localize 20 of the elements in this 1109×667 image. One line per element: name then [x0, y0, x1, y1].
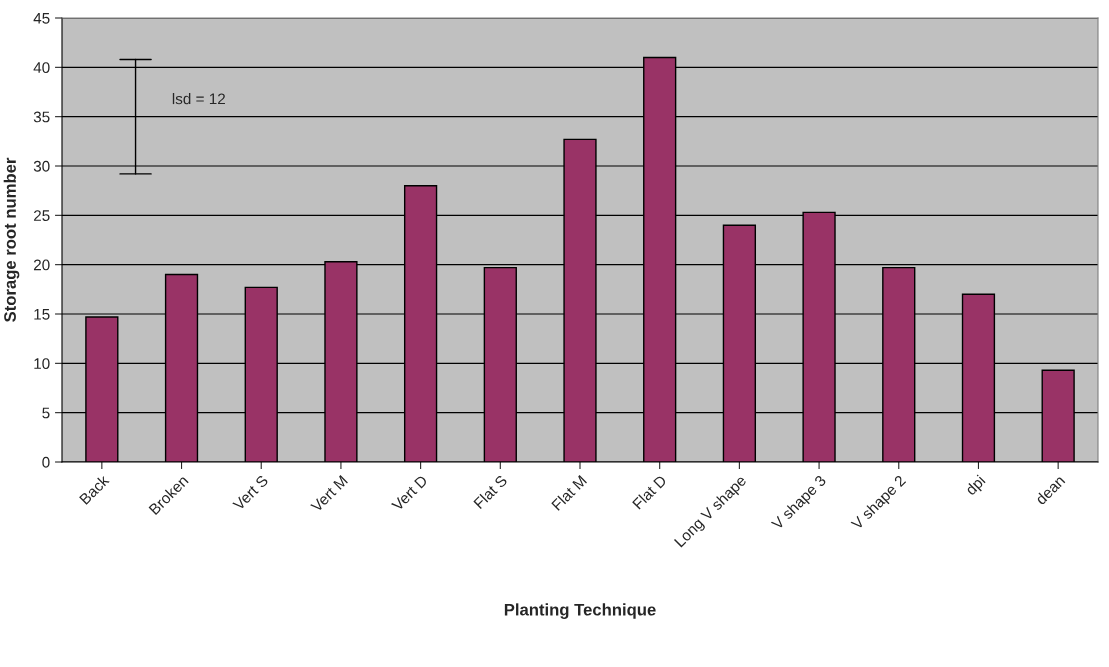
x-tick-label: Flat S	[472, 474, 508, 510]
x-tick-label: Flat D	[631, 474, 668, 510]
y-tick-label: 35	[33, 111, 50, 123]
y-tick-label: 30	[33, 160, 50, 172]
y-tick-label: 25	[33, 210, 50, 222]
y-tick-label: 15	[34, 309, 50, 320]
y-tick-label: 40	[33, 62, 50, 74]
annotation: lsd = 12	[172, 93, 225, 105]
y-tick-label: 10	[34, 358, 50, 370]
y-axis-title: Storage root number	[3, 157, 20, 322]
x-tick-label: Vert M	[310, 475, 348, 513]
x-tick-label: Vert D	[391, 474, 429, 512]
x-axis-title: Planting Technique	[504, 603, 656, 619]
x-tick-label: Flat M	[550, 474, 588, 511]
y-tick-label: 45	[33, 13, 50, 24]
y-tick-label: 5	[42, 407, 50, 419]
x-tick-label: Vert S	[232, 474, 269, 512]
y-tick-label: 0	[42, 456, 50, 468]
x-tick-label: dpi	[964, 474, 988, 498]
y-tick-label: 20	[33, 259, 50, 271]
